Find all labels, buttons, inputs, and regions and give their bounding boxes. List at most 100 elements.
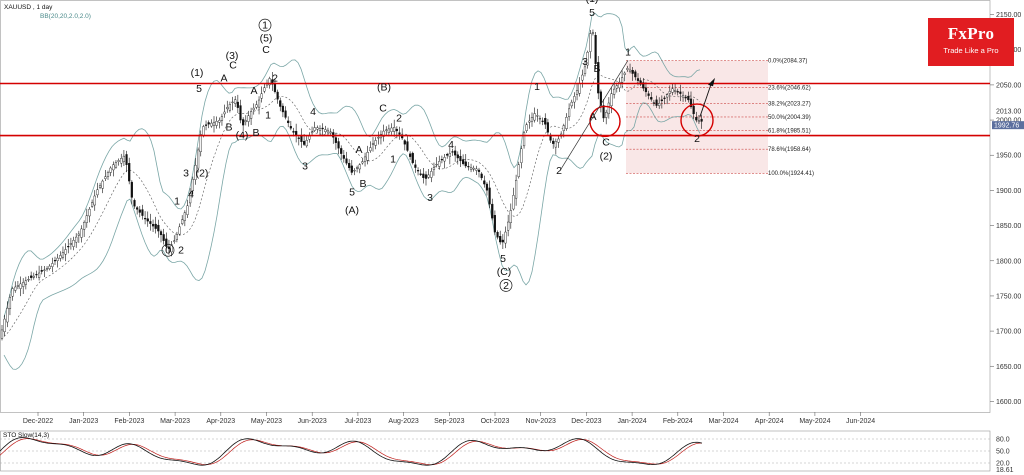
candle-body (525, 124, 528, 131)
candle-body (467, 166, 470, 168)
x-tick-label: Nov-2023 (526, 418, 556, 425)
candle-body (128, 163, 131, 182)
candle-body (3, 318, 6, 332)
candle-body (215, 121, 218, 126)
candle-body (533, 113, 536, 121)
candle-body (393, 127, 396, 132)
candle-body (32, 275, 35, 278)
candle-body (6, 307, 9, 323)
lower-band (3, 102, 701, 370)
candle-body (430, 171, 433, 178)
fib-label: 0.0%(2084.37) (768, 59, 807, 65)
candle-body (260, 93, 263, 99)
candle-body (109, 167, 112, 173)
candle-body (292, 130, 295, 133)
candle-body (422, 173, 425, 178)
candle-body (183, 212, 186, 221)
candle-body (247, 115, 250, 122)
candle-body (122, 155, 125, 162)
candle-body (353, 170, 356, 172)
wave-label: 1 (265, 110, 271, 122)
y-tick-label: 2150.00 (996, 12, 1021, 19)
candle-body (602, 105, 605, 119)
candle-body (326, 129, 330, 133)
candle-body (117, 160, 120, 162)
candle-body (297, 137, 300, 139)
wave-label: 2 (556, 165, 562, 177)
candle-body (679, 91, 682, 94)
candle-body (589, 33, 592, 52)
candle-body (621, 77, 624, 83)
candle-body (424, 174, 428, 179)
wave-label: A (220, 72, 227, 84)
candle-body (374, 140, 377, 146)
candle-body (348, 162, 351, 169)
y-tick-label: 1950.00 (996, 153, 1021, 160)
grid (0, 0, 991, 413)
candle-body (668, 91, 671, 94)
wave-label: 3 (183, 167, 189, 179)
wave-label: (1) (191, 67, 204, 79)
candle-body (345, 158, 348, 164)
fib-label: 23.6%(2046.62) (768, 85, 811, 91)
candle-body (51, 263, 54, 267)
x-tick-label: Jan-2023 (69, 418, 98, 425)
candle-body (480, 173, 483, 179)
candle-body (75, 236, 78, 243)
candle-body (0, 329, 4, 339)
candle-body (464, 161, 467, 167)
candle-body (318, 128, 322, 131)
wave-label: 4 (310, 106, 316, 118)
wave-circle (161, 243, 175, 257)
candle-body (387, 128, 390, 133)
candle-body (660, 99, 663, 102)
candle-body (8, 297, 12, 310)
candle-body (231, 101, 234, 103)
bollinger-bands (3, 12, 701, 370)
x-tick-label: Jun-2024 (846, 418, 875, 425)
wave-label: (2) (196, 167, 209, 179)
candle-body (67, 246, 70, 248)
candle-body (80, 228, 83, 238)
candle-body (671, 88, 674, 93)
candle-body (329, 131, 332, 134)
wave-label: A (589, 111, 596, 123)
candle-body (398, 132, 401, 135)
wave-label: 1 (534, 81, 540, 93)
candle-body (77, 233, 80, 236)
candle-body (310, 131, 314, 134)
candle-body (552, 140, 555, 144)
candle-body (570, 101, 573, 107)
candle-body (658, 102, 661, 106)
candle-body (607, 102, 610, 114)
candle-body (581, 74, 584, 81)
candle-body (681, 95, 685, 98)
candle-body (16, 285, 19, 287)
wave-label: (1) (586, 0, 599, 5)
candle-body (305, 140, 308, 147)
fxpro-logo: FxPro Trade Like a Pro (928, 18, 1014, 66)
candle-body (414, 164, 417, 168)
wave-label: B (593, 63, 600, 75)
candle-body (443, 157, 446, 162)
candle-body (165, 238, 168, 247)
candle-body (104, 176, 107, 179)
wave-label: 2 (178, 245, 184, 257)
candle-body (509, 210, 512, 223)
candle-body (210, 122, 213, 127)
candle-body (133, 200, 136, 207)
x-tick-label: Sep-2023 (434, 418, 464, 425)
candle-body (363, 156, 367, 162)
candle-body (568, 108, 571, 117)
candle-body (416, 170, 420, 172)
candle-body (56, 257, 59, 261)
candle-body (356, 167, 359, 169)
wave-label: 2 (396, 112, 402, 124)
candle-body (536, 115, 539, 117)
fib-label: 50.0%(2004.39) (768, 115, 811, 121)
candle-body (207, 122, 210, 125)
candle-body (228, 104, 231, 111)
candle-body (173, 240, 176, 242)
candle-body (562, 125, 565, 131)
